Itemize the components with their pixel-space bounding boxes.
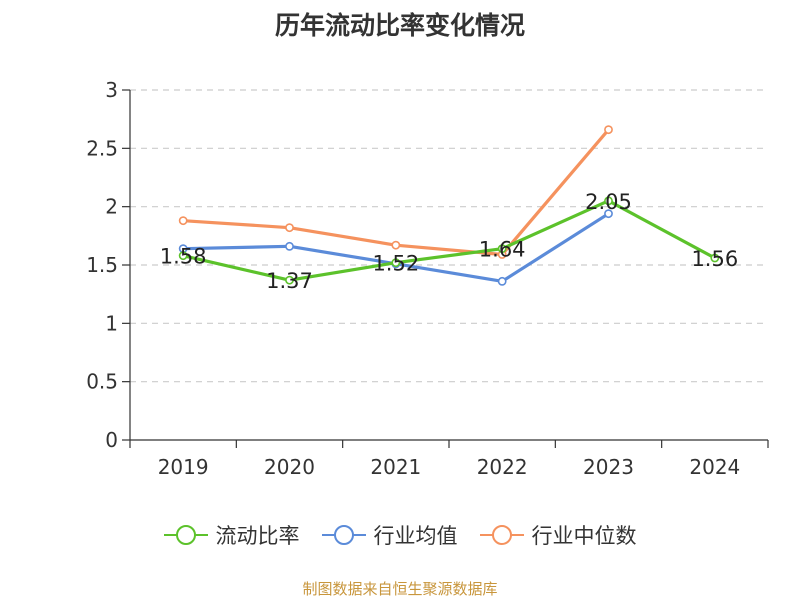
- data-point: [710, 253, 720, 263]
- data-point: [604, 125, 613, 135]
- data-label: 1.64: [479, 238, 526, 262]
- data-point: [604, 209, 613, 219]
- legend-item: 流动比率: [163, 520, 300, 550]
- y-tick-label: 2.5: [86, 136, 118, 160]
- x-tick-label: 2024: [689, 455, 740, 479]
- chart-title: 历年流动比率变化情况: [274, 11, 525, 40]
- data-point: [285, 223, 294, 233]
- series-lines: [178, 125, 720, 286]
- legend-label: 行业均值: [373, 524, 458, 548]
- x-tick-label: 2023: [583, 455, 634, 479]
- x-tick-label: 2019: [158, 455, 209, 479]
- legend-item: 行业中位数: [479, 520, 637, 550]
- y-tick-label: 0: [105, 428, 118, 452]
- data-label: 1.52: [372, 252, 419, 276]
- y-tick-label: 1.5: [86, 253, 118, 277]
- legend-label: 流动比率: [215, 524, 300, 548]
- series-line: [182, 199, 716, 282]
- data-label: 1.56: [691, 247, 738, 271]
- data-label: 1.37: [266, 269, 313, 293]
- legend: 流动比率 行业均值 行业中位数: [0, 520, 800, 550]
- y-tick-label: 3: [105, 78, 118, 102]
- x-tick-label: 2022: [477, 455, 528, 479]
- data-label: 2.05: [585, 190, 632, 214]
- x-tick-label: 2020: [264, 455, 315, 479]
- data-point: [391, 240, 401, 250]
- source-note: 制图数据来自恒生聚源数据库: [302, 580, 498, 598]
- legend-item: 行业均值: [321, 520, 458, 550]
- x-tick-label: 2021: [370, 455, 421, 479]
- data-point: [391, 258, 401, 268]
- y-tick-label: 1: [105, 311, 118, 335]
- legend-swatch-icon: [163, 525, 208, 545]
- grid-lines: [130, 89, 768, 383]
- legend-label: 行业中位数: [531, 524, 637, 548]
- data-point: [497, 276, 507, 286]
- data-point: [178, 216, 188, 226]
- data-label: 1.58: [160, 245, 207, 269]
- data-point: [178, 251, 188, 261]
- legend-swatch-icon: [479, 525, 524, 545]
- legend-swatch-icon: [321, 525, 366, 545]
- data-point: [285, 275, 294, 285]
- y-tick-label: 2: [105, 195, 118, 219]
- data-labels: 1.58 1.37 1.52 1.64 2.05 1.56: [160, 190, 738, 293]
- data-point: [497, 244, 507, 254]
- data-point: [604, 196, 613, 206]
- y-tick-label: 0.5: [86, 370, 118, 394]
- data-point: [285, 241, 294, 251]
